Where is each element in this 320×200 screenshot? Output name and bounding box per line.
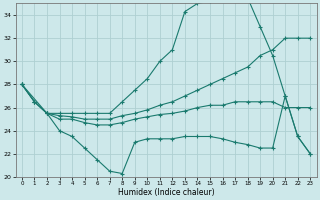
X-axis label: Humidex (Indice chaleur): Humidex (Indice chaleur) [118, 188, 214, 197]
